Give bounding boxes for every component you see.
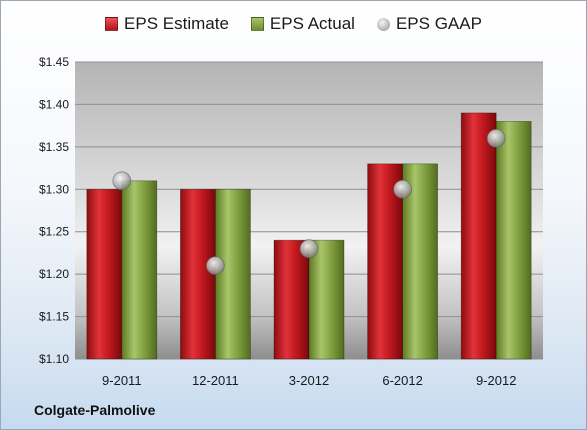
x-axis-ticks: 9-2011 12-2011 3-2012 6-2012 9-2012 <box>102 373 516 388</box>
marker-eps-gaap <box>299 239 319 259</box>
y-tick-label: $1.20 <box>39 267 69 281</box>
x-tick-label: 12-2011 <box>192 373 239 388</box>
chart-legend: EPS Estimate EPS Actual EPS GAAP <box>0 14 587 34</box>
legend-label-estimate: EPS Estimate <box>124 14 229 33</box>
legend-label-actual: EPS Actual <box>269 14 355 33</box>
bars-layer <box>86 112 532 360</box>
bar-eps-estimate <box>179 188 216 360</box>
y-tick-label: $1.45 <box>39 55 69 69</box>
x-tick-label: 9-2012 <box>476 373 516 388</box>
y-tick-label: $1.30 <box>39 182 69 196</box>
bar-eps-actual <box>121 180 158 360</box>
legend-item-estimate: EPS Estimate <box>105 14 229 34</box>
bar-eps-estimate <box>460 112 497 360</box>
x-tick-label: 6-2012 <box>382 373 422 388</box>
marker-eps-gaap <box>112 171 132 191</box>
bar-eps-actual <box>495 121 532 360</box>
bar-eps-actual <box>308 239 345 360</box>
marker-eps-gaap <box>205 256 225 276</box>
x-tick-label: 9-2011 <box>102 373 142 388</box>
y-tick-label: $1.25 <box>39 225 69 239</box>
bar-eps-actual <box>214 188 251 360</box>
legend-swatch-actual <box>250 17 264 31</box>
marker-eps-gaap <box>486 128 506 148</box>
bar-eps-estimate <box>273 239 310 360</box>
y-tick-label: $1.40 <box>39 97 69 111</box>
y-tick-label: $1.10 <box>39 352 69 366</box>
x-tick-label: 3-2012 <box>289 373 329 388</box>
legend-item-actual: EPS Actual <box>250 14 355 34</box>
y-tick-label: $1.15 <box>39 310 69 324</box>
bar-eps-estimate <box>86 188 123 360</box>
marker-eps-gaap <box>393 179 413 199</box>
gaap-markers-layer <box>112 128 506 276</box>
y-tick-label: $1.35 <box>39 140 69 154</box>
legend-swatch-estimate <box>105 17 119 31</box>
y-axis-ticks: $1.10 $1.15 $1.20 $1.25 $1.30 $1.35 $1.40 $1.45 <box>39 55 69 366</box>
legend-label-gaap: EPS GAAP <box>395 14 482 33</box>
company-label: Colgate-Palmolive <box>34 402 156 418</box>
legend-item-gaap: EPS GAAP <box>376 14 482 34</box>
legend-swatch-gaap <box>376 17 390 31</box>
